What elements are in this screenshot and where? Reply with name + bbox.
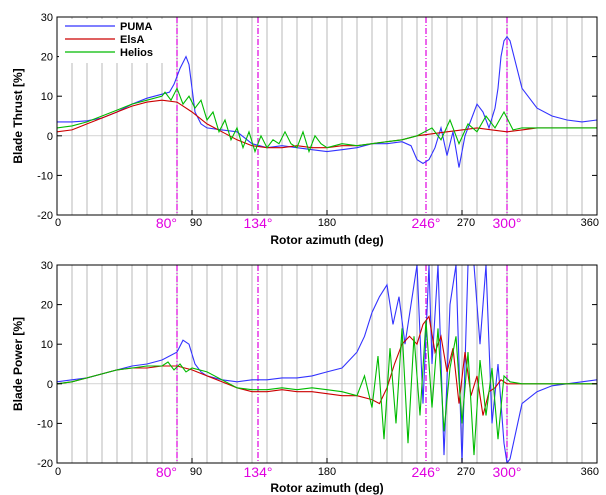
highlight-label: 134° [244,215,273,231]
x-tick-label: 360 [581,466,599,478]
y-tick-label: 30 [41,260,53,272]
y-tick-label: -20 [37,458,53,470]
legend-label-helios: Helios [120,47,153,59]
x-axis-label: Rotor azimuth (deg) [270,233,383,247]
x-tick-label: 180 [318,466,336,478]
x-tick-label: 270 [457,217,475,229]
x-tick-label: 0 [55,466,61,478]
series-group [57,35,597,168]
y-tick-label: 20 [41,52,53,64]
x-tick-label: 90 [190,466,202,478]
series-line-elsa [57,315,597,416]
y-tick-label: 10 [41,91,53,103]
y-tick-label: 10 [41,339,53,351]
legend-label-puma: PUMA [120,21,152,33]
highlight-label: 80° [156,215,177,231]
y-tick-label: 30 [41,12,53,24]
highlight-label: 246° [412,464,441,480]
y-tick-label: -10 [37,170,53,182]
y-tick-label: 0 [47,131,53,143]
y-axis-label: Blade Power [%] [11,317,25,411]
legend-label-elsa: ElsA [120,34,145,46]
highlight-label: 300° [493,215,522,231]
series-group [57,265,597,463]
x-tick-label: 360 [581,217,599,229]
x-tick-label: 90 [190,217,202,229]
blade-thrust-panel: -20 -10 0 10 20 30 0 90 180 270 360 80° 134° 246° 300°… [11,12,599,247]
highlight-label: 300° [493,464,522,480]
blade-power-panel: -20 -10 0 10 20 30 0 90 180 270 360 80° 134° 246° 300°… [11,260,599,495]
x-tick-label: 270 [457,466,475,478]
y-axis-label: Blade Thrust [%] [11,68,25,163]
highlight-label: 80° [156,464,177,480]
x-axis-label: Rotor azimuth (deg) [270,481,383,495]
y-tick-label: 20 [41,300,53,312]
series-line-helios [57,86,597,154]
y-tick-label: -20 [37,210,53,222]
highlight-label: 134° [244,464,273,480]
series-line-puma [57,265,597,463]
series-line-helios [57,320,597,456]
y-tick-label: 0 [47,379,53,391]
series-line-puma [57,35,597,168]
highlight-label: 246° [412,215,441,231]
y-tick-label: -10 [37,418,53,430]
x-tick-label: 0 [55,217,61,229]
x-tick-label: 180 [318,217,336,229]
